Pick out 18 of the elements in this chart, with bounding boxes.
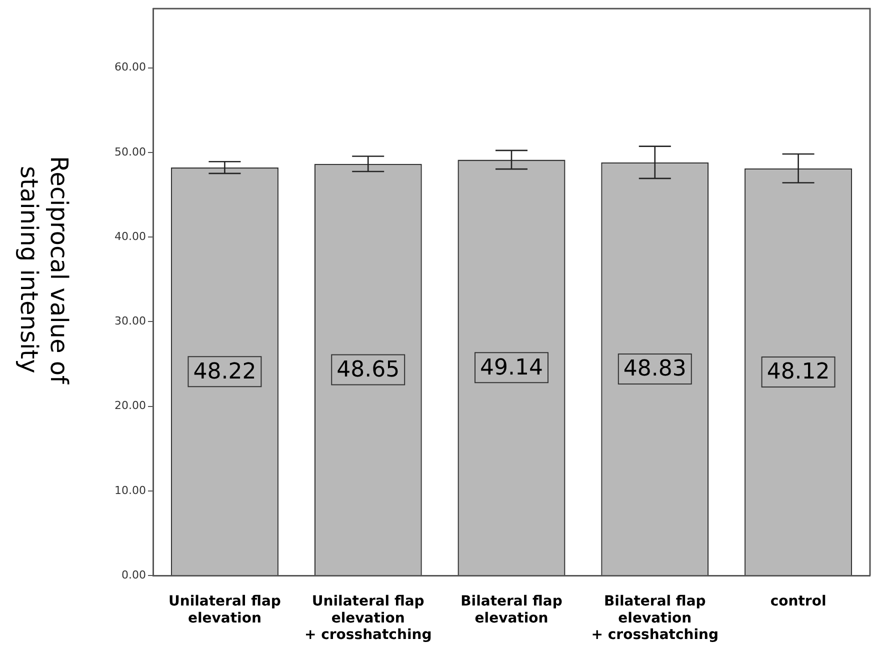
y-tick-label: 40.00: [114, 230, 146, 243]
data-label: 48.65: [336, 357, 400, 382]
y-tick-label: 20.00: [114, 399, 146, 412]
y-tick-label: 50.00: [114, 145, 146, 158]
data-label: 48.83: [623, 356, 686, 382]
x-tick-label: Bilateral flap elevation: [460, 594, 562, 626]
data-label: 48.12: [766, 360, 830, 385]
y-tick-label: 10.00: [114, 484, 146, 497]
y-axis-title: Reciprocal value of staining intensity: [14, 155, 74, 386]
x-tick-label: Unilateral flap elevation + crosshatching: [304, 594, 432, 644]
data-label: 49.14: [480, 355, 543, 380]
y-tick-label: 30.00: [114, 314, 146, 328]
y-tick-label: 0.00: [122, 568, 146, 582]
x-tick-label: Unilateral flap elevation: [168, 594, 281, 626]
data-label: 48.22: [193, 359, 256, 384]
y-tick-label: 60.00: [114, 60, 146, 74]
x-tick-label: Bilateral flap elevation + crosshatching: [591, 594, 719, 644]
x-tick-label: control: [770, 594, 826, 610]
